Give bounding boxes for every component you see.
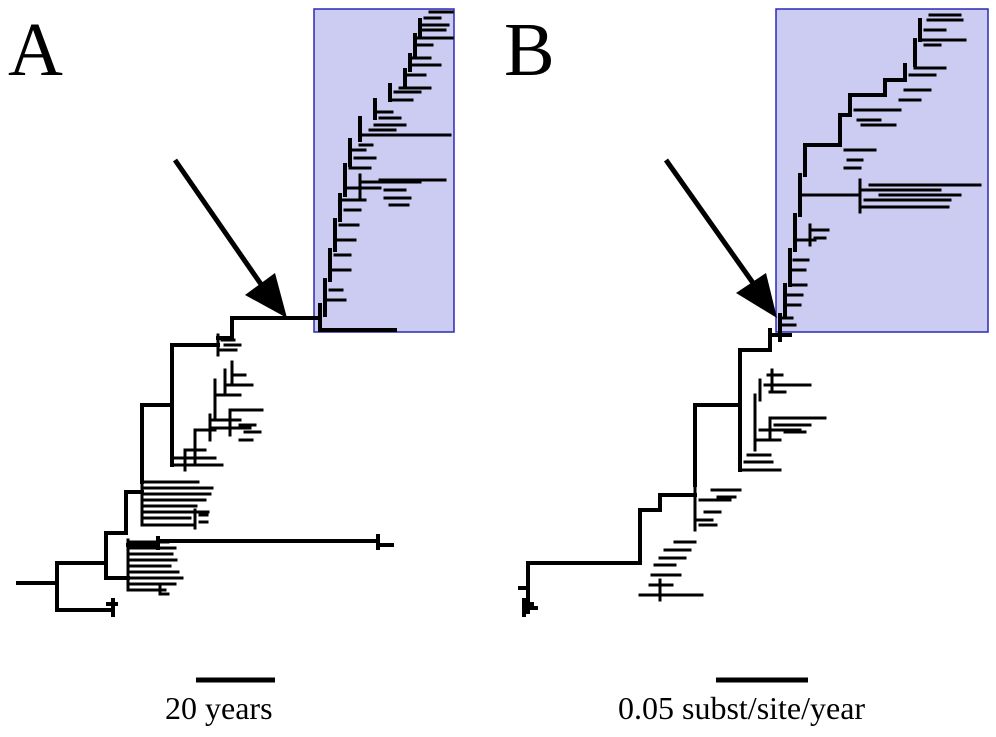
panel-a-arrow-head [245, 273, 287, 318]
panel-b-branch [778, 316, 797, 327]
panel-a-branch [388, 56, 442, 102]
panel-a-branch [346, 173, 447, 207]
panel-a-branch [213, 360, 254, 422]
panel-b-branch [693, 483, 742, 532]
panel-b-branch [753, 416, 827, 452]
panel-a-branch [323, 198, 367, 302]
panel-b-arrow-head [736, 273, 777, 318]
panel-b [518, 8, 989, 683]
panel-a-branch [358, 110, 452, 137]
panel-b-branch [753, 368, 812, 422]
panel-a-branch [158, 582, 170, 596]
panel-a-branch [55, 598, 118, 617]
panel-b-branch [693, 403, 742, 487]
panel-a-branch [348, 143, 377, 170]
panel-a-branch [193, 508, 209, 530]
panel-b-arrow-shaft [663, 158, 761, 292]
panel-b-branch [918, 13, 967, 47]
panel-b-branch [638, 493, 697, 512]
panel-a-branch [413, 10, 454, 47]
panel-b-tree [518, 13, 982, 617]
panel-a-branch [170, 448, 224, 472]
panel-b-branch [853, 108, 902, 127]
panel-a-branch [216, 333, 242, 357]
panel-a-branch [193, 408, 264, 464]
panel-b-branch [798, 178, 982, 214]
panel-a-branch [318, 303, 397, 332]
panel-b-branch [796, 223, 830, 247]
panel-b-branch [738, 328, 772, 352]
panel-b-branch [783, 258, 810, 307]
panel-a-branch [126, 534, 394, 550]
panel-a-letter: A [8, 8, 63, 92]
panel-a-branch [216, 316, 234, 340]
panel-b-branch [738, 453, 782, 472]
panel-a-highlighted-clade-box [313, 8, 455, 333]
panel-a-arrow-shaft [172, 158, 268, 292]
panel-b-branch [638, 540, 704, 597]
panel-b-scale-label: 0.05 subst/site/year [618, 690, 866, 726]
panel-b-branch [518, 561, 642, 617]
panel-b-branch [898, 66, 947, 102]
panel-a [16, 8, 455, 683]
panel-a-tree [16, 10, 454, 617]
panel-b-branch [803, 78, 907, 147]
panel-a-branch [126, 540, 184, 592]
panel-a-scale-label: 20 years [165, 690, 273, 726]
panel-b-branch [768, 313, 792, 342]
panel-a-branch [140, 480, 214, 527]
panel-b-highlighted-clade-box [775, 8, 989, 333]
panel-b-branch [843, 148, 877, 170]
panel-b-letter: B [504, 8, 555, 92]
